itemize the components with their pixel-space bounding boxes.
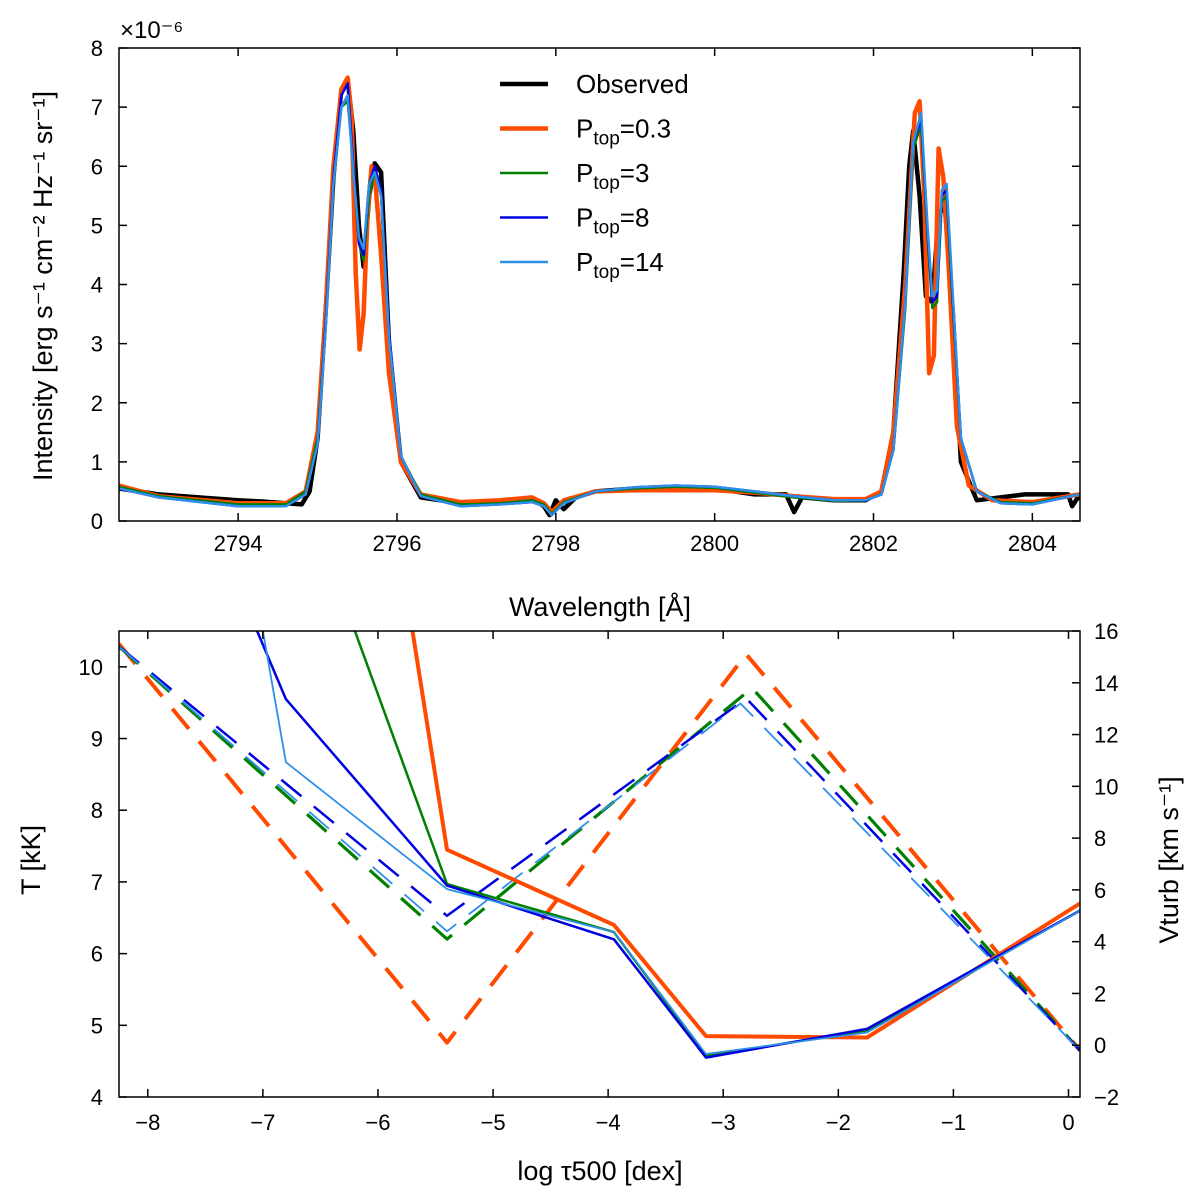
atmosphere-plot-frame	[118, 630, 1081, 1098]
spectrum-y-tick-label: 1	[91, 450, 103, 475]
temperature-line-ptop-8	[255, 631, 1080, 1059]
atmosphere-left-tick-label: 6	[91, 942, 103, 967]
atmosphere-ticks: −8 −7 −6 −5 −4 −3 −2 −1 0 4 5 6 7 8 9 10 −2 0 2 4 6 8 10 12 14 16	[79, 619, 1120, 1135]
vturb-line-ptop-8	[119, 645, 1080, 1052]
atmosphere-right-tick-label: 0	[1094, 1033, 1106, 1058]
spectrum-ticks: 2794 2796 2798 2800 2802 2804 0 1 2 3 4 5 6 7 8	[91, 36, 1080, 556]
spectrum-x-tick-label: 2796	[372, 531, 421, 556]
legend-label-suffix: =8	[620, 203, 650, 233]
legend-label-suffix: =14	[620, 247, 664, 277]
spectrum-x-tick-label: 2794	[214, 531, 263, 556]
atmosphere-x-tick-label: −4	[596, 1110, 621, 1135]
atmosphere-x-tick-label: −3	[711, 1110, 736, 1135]
atmosphere-x-tick-label: −1	[941, 1110, 966, 1135]
legend-label-subscript: top	[593, 173, 619, 194]
spectrum-x-tick-label: 2798	[531, 531, 580, 556]
atmosphere-left-tick-label: 4	[91, 1085, 103, 1110]
legend-label-subscript: top	[593, 129, 619, 150]
atmosphere-x-tick-label: −6	[365, 1110, 390, 1135]
temperature-line-ptop-14	[262, 631, 1080, 1055]
atmosphere-right-tick-label: 4	[1094, 930, 1106, 955]
legend-label-base: P	[576, 158, 593, 188]
temperature-line-ptop-3	[353, 631, 1080, 1058]
atmosphere-right-tick-label: 16	[1094, 619, 1118, 644]
legend-label-subscript: top	[593, 262, 619, 283]
atmosphere-x-axis-title: log τ500 [dex]	[517, 1156, 682, 1186]
spectrum-x-axis-title: Wavelength [Å]	[509, 591, 691, 622]
atmosphere-left-tick-label: 8	[91, 798, 103, 823]
atmosphere-right-tick-label: 6	[1094, 878, 1106, 903]
spectrum-y-tick-label: 6	[91, 154, 103, 179]
atmosphere-right-tick-label: −2	[1094, 1085, 1119, 1110]
spectrum-y-tick-label: 2	[91, 391, 103, 416]
atmosphere-series-group	[119, 631, 1080, 1059]
legend-entry-ptop-3: Ptop=3	[576, 158, 649, 194]
vturb-line-ptop-0-3	[119, 642, 1080, 1052]
atmosphere-panel: −8 −7 −6 −5 −4 −3 −2 −1 0 4 5 6 7 8 9 10 −2 0 2 4 6 8 10 12 14 16…	[16, 619, 1184, 1186]
legend-label-subscript: top	[593, 218, 619, 239]
atmosphere-x-tick-label: −8	[135, 1110, 160, 1135]
atmosphere-left-tick-label: 5	[91, 1013, 103, 1038]
spectrum-y-tick-label: 3	[91, 332, 103, 357]
atmosphere-right-tick-label: 12	[1094, 723, 1118, 748]
legend-entry-ptop-8: Ptop=8	[576, 203, 649, 239]
legend-entry-ptop-0-3: Ptop=0.3	[576, 114, 671, 150]
spectrum-y-tick-label: 0	[91, 509, 103, 534]
atmosphere-left-tick-label: 7	[91, 870, 103, 895]
atmosphere-right-tick-label: 10	[1094, 774, 1118, 799]
legend-label-suffix: =3	[620, 158, 650, 188]
legend-label-base: P	[576, 247, 593, 277]
atmosphere-left-axis-title: T [kK]	[16, 825, 46, 895]
spectrum-x-tick-label: 2802	[849, 531, 898, 556]
atmosphere-left-tick-label: 9	[91, 727, 103, 752]
spectrum-x-tick-label: 2804	[1008, 531, 1057, 556]
legend-label-suffix: =0.3	[620, 114, 671, 144]
spectrum-line-ptop-14	[119, 94, 1080, 517]
atmosphere-x-tick-label: −7	[250, 1110, 275, 1135]
atmosphere-left-tick-label: 10	[79, 655, 103, 680]
temperature-line-ptop-0-3	[410, 631, 1080, 1040]
spectrum-series-group	[119, 75, 1080, 518]
spectrum-x-tick-label: 2800	[690, 531, 739, 556]
atmosphere-x-tick-label: 0	[1062, 1110, 1074, 1135]
atmosphere-right-axis-title: Vturb [km s⁻¹]	[1154, 776, 1184, 943]
vturb-line-ptop-3	[119, 645, 1080, 1052]
legend-label-base: Observed	[576, 69, 689, 99]
vturb-line-ptop-14	[119, 645, 1080, 1052]
atmosphere-right-tick-label: 8	[1094, 826, 1106, 851]
spectrum-y-tick-label: 5	[91, 213, 103, 238]
atmosphere-x-tick-label: −5	[480, 1110, 505, 1135]
spectrum-y-multiplier: ×10⁻⁶	[120, 17, 183, 44]
spectrum-y-tick-label: 8	[91, 36, 103, 61]
spectrum-y-axis-title: Intensity [erg s⁻¹ cm⁻² Hz⁻¹ sr⁻¹]	[28, 91, 58, 481]
spectrum-y-tick-label: 7	[91, 95, 103, 120]
atmosphere-right-tick-label: 2	[1094, 981, 1106, 1006]
legend-entry-observed: Observed	[576, 69, 689, 99]
legend-label-base: P	[576, 203, 593, 233]
atmosphere-right-tick-label: 14	[1094, 671, 1118, 696]
atmosphere-x-tick-label: −2	[826, 1110, 851, 1135]
legend-entry-ptop-14: Ptop=14	[576, 247, 664, 283]
spectrum-y-tick-label: 4	[91, 273, 103, 298]
legend-label-base: P	[576, 114, 593, 144]
